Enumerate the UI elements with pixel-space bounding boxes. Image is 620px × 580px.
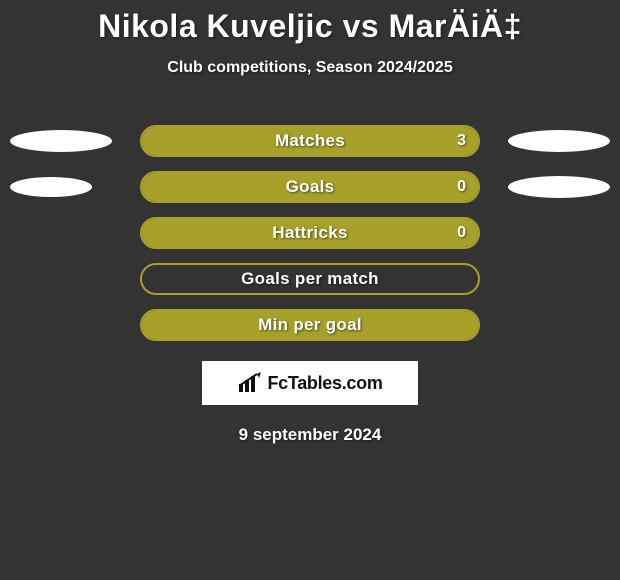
metric-bar: Min per goal <box>140 309 480 341</box>
comparison-card: Nikola Kuveljic vs MarÄiÄ‡ Club competit… <box>0 0 620 445</box>
metric-bar: Matches 3 <box>140 125 480 157</box>
metric-bar: Goals per match <box>140 263 480 295</box>
metric-row-min-per-goal: Min per goal <box>0 309 620 341</box>
player-right-ellipse <box>508 176 610 198</box>
metric-label: Hattricks <box>272 223 347 243</box>
metric-value: 0 <box>457 224 466 242</box>
logo-text: FcTables.com <box>267 373 382 394</box>
player-right-ellipse <box>508 130 610 152</box>
player-left-ellipse <box>10 177 92 197</box>
metric-bar: Goals 0 <box>140 171 480 203</box>
metric-label: Goals per match <box>241 269 379 289</box>
metric-label: Goals <box>286 177 335 197</box>
metric-label: Min per goal <box>258 315 362 335</box>
subtitle: Club competitions, Season 2024/2025 <box>0 59 620 77</box>
generated-date: 9 september 2024 <box>0 425 620 445</box>
metric-row-goals: Goals 0 <box>0 171 620 203</box>
metric-row-goals-per-match: Goals per match <box>0 263 620 295</box>
metric-bar: Hattricks 0 <box>140 217 480 249</box>
metric-value: 0 <box>457 178 466 196</box>
metric-rows: Matches 3 Goals 0 Hattricks 0 <box>0 125 620 341</box>
metric-value: 3 <box>457 132 466 150</box>
metric-row-hattricks: Hattricks 0 <box>0 217 620 249</box>
metric-label: Matches <box>275 131 345 151</box>
bar-chart-icon <box>237 372 263 394</box>
page-title: Nikola Kuveljic vs MarÄiÄ‡ <box>0 8 620 45</box>
metric-row-matches: Matches 3 <box>0 125 620 157</box>
player-left-ellipse <box>10 130 112 152</box>
fctables-logo-link[interactable]: FcTables.com <box>202 361 418 405</box>
